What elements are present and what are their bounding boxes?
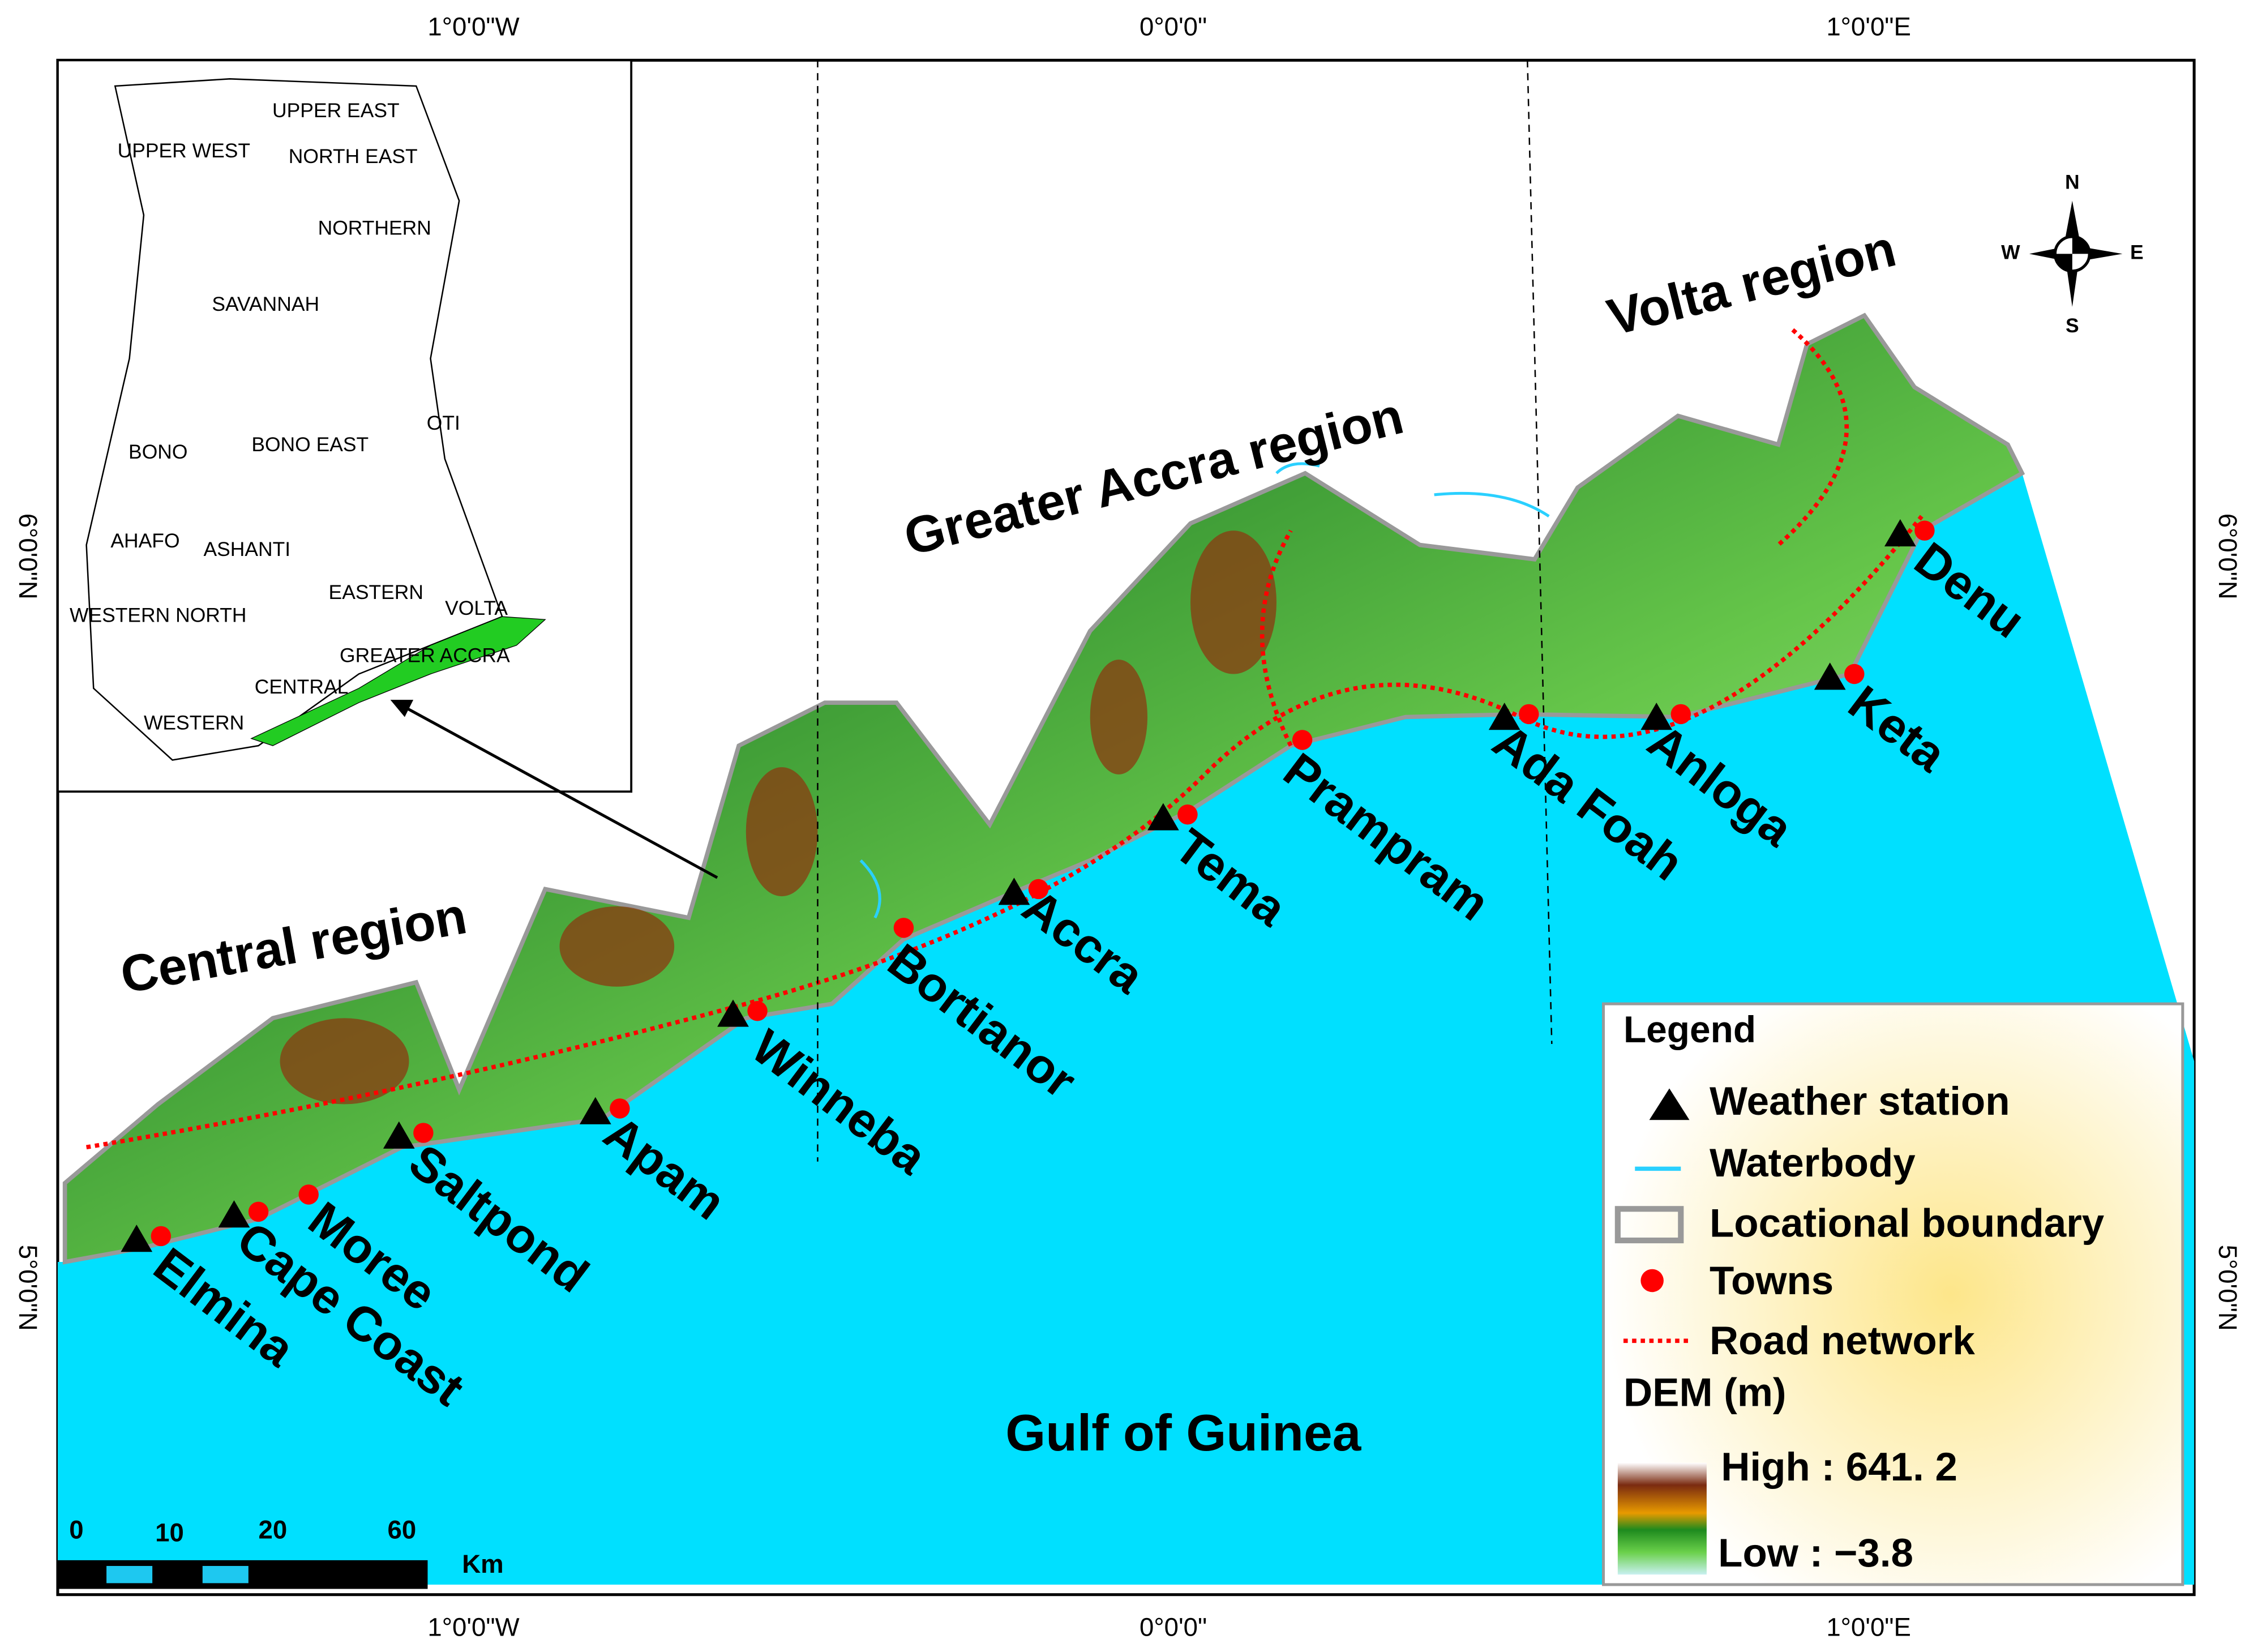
weather-station [717,999,749,1027]
inset-region-label: NORTH EAST [289,145,418,168]
weather-station [1147,803,1179,831]
weather-station [383,1121,415,1149]
graticule-label: 1°0'0"W [427,12,519,41]
inset-map [57,59,718,879]
compass-label: E [2130,241,2144,264]
inset-region-label: BONO [128,440,187,463]
weather-station [998,878,1030,905]
graticule-label: 6°0'0"N [2213,513,2242,600]
scale-label: 10 [155,1518,184,1547]
inset-region-label: UPPER EAST [272,99,400,122]
inset-region-label: EASTERN [329,581,423,604]
compass-label: W [2001,241,2020,264]
weather-station [1814,662,1846,690]
town-marker [413,1123,434,1143]
inset-region-label: WESTERN NORTH [70,604,247,627]
inset-region-label: VOLTA [445,597,508,619]
town-marker [1519,704,1539,725]
legend-dem-title: DEM (m) [1623,1370,1787,1415]
legend-item: Towns [1710,1259,1834,1303]
compass-label: N [2065,171,2080,194]
inset-region-label: CENTRAL [255,675,348,698]
scale-label: 0 [69,1515,83,1544]
graticule-label: 1°0'0"E [1826,12,1911,41]
scale-label: 20 [259,1515,288,1544]
town-marker [298,1184,319,1205]
boundary-line [1527,60,1553,1045]
inset-region-label: NORTHERN [318,217,431,239]
scale-bar [57,1560,428,1589]
inset-region-label: UPPER WEST [118,139,250,162]
scale-label: 60 [388,1515,417,1544]
graticule-label: 6°0'0"N [14,513,42,600]
legend-low: Low : −3.8 [1718,1531,1913,1576]
waterbody [859,462,1550,919]
weather-station [1488,703,1520,730]
town-marker [893,918,914,938]
weather-station [1640,703,1673,730]
graticule-label: 0°0'0" [1140,12,1207,41]
legend-high: High : 641. 2 [1721,1445,1957,1490]
weather-station [1884,519,1916,547]
town-marker [1028,879,1049,900]
inset-region-label: ASHANTI [203,538,290,560]
weather-station [218,1200,250,1228]
inset-region-label: SAVANNAH [212,293,319,315]
legend-item: Weather station [1710,1079,2010,1124]
legend-item: Road network [1710,1319,1975,1363]
road-network [85,328,1924,1150]
graticule-label: 1°0'0"E [1826,1613,1911,1642]
weather-station [121,1225,153,1252]
graticule-label: 0°0'0" [1140,1613,1207,1642]
graticule-label: 5°0'0"N [2213,1245,2242,1331]
town-marker [1914,520,1935,541]
town-marker [1670,704,1691,725]
graticule-label: 1°0'0"W [427,1613,519,1642]
town-marker [747,1001,768,1021]
graticule-label: 5°0'0"N [14,1245,42,1331]
weather-station [579,1097,611,1124]
town-marker [1844,664,1865,684]
compass-label: S [2066,314,2079,337]
inset-region-label: WESTERN [144,712,244,734]
town-marker [610,1098,630,1119]
legend-item: Waterbody [1710,1141,1916,1185]
legend-title: Legend [1623,1008,1756,1050]
inset-region-label: AHAFO [110,529,179,552]
inset-region-label: BONO EAST [251,433,369,456]
inset-region-label: GREATER ACCRA [340,644,510,666]
scale-unit: Km [462,1550,503,1578]
legend-item: Locational boundary [1710,1201,2105,1246]
town-marker [1292,730,1313,750]
sea-label: Gulf of Guinea [1005,1404,1361,1462]
inset-region-label: OTI [427,412,460,434]
highlands [280,530,1276,1105]
compass [2029,200,2123,307]
town-marker [151,1226,172,1247]
town-marker [248,1201,269,1222]
legend [1601,1002,2184,1586]
town-marker [1177,804,1198,825]
